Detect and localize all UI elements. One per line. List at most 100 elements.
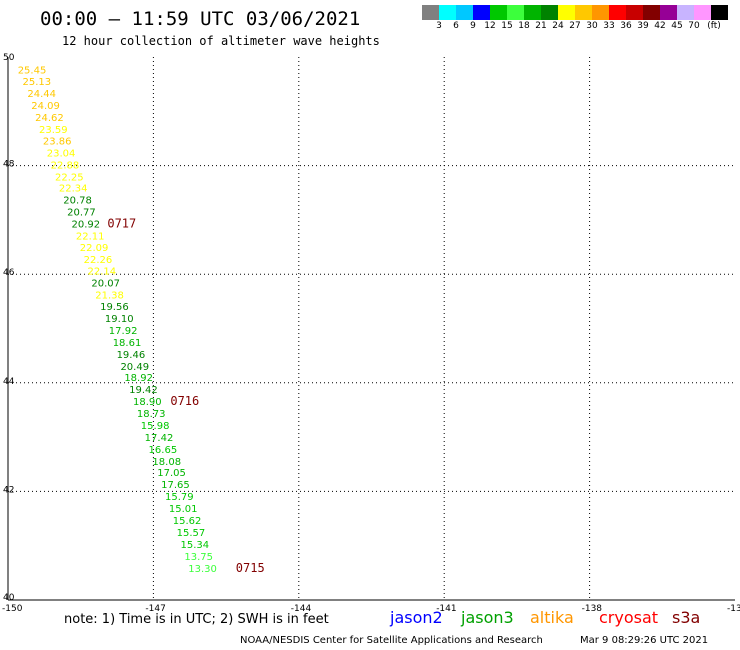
wave-height-label: 15.57 <box>177 528 206 539</box>
legend-label: 3 <box>436 21 442 31</box>
lat-tick-label: 46 <box>3 268 15 278</box>
satellite-name: jason3 <box>461 608 514 627</box>
legend-swatch <box>694 5 711 20</box>
wave-height-label: 18.92 <box>124 373 153 384</box>
wave-height-label: 22.88 <box>51 160 80 171</box>
legend-swatch <box>490 5 507 20</box>
time-marker: 0716 <box>170 394 199 408</box>
wave-height-label: 22.11 <box>76 231 105 242</box>
wave-height-label: 15.01 <box>169 504 198 515</box>
satellite-name: s3a <box>672 608 701 627</box>
legend-label: 30 <box>586 21 598 31</box>
legend-label: 21 <box>535 21 547 31</box>
wave-height-label: 20.49 <box>120 362 149 373</box>
wave-height-label: 20.07 <box>91 279 120 290</box>
legend-swatch <box>507 5 524 20</box>
satellite-name: altika <box>530 608 574 627</box>
wave-height-label: 18.08 <box>152 457 181 468</box>
lon-tick-label: -150 <box>2 604 23 614</box>
legend-label: 9 <box>470 21 476 31</box>
wave-height-label: 17.42 <box>145 433 174 444</box>
legend-label: 6 <box>453 21 459 31</box>
lon-tick-label: -147 <box>145 604 165 614</box>
wave-height-label: 15.62 <box>173 516 202 527</box>
wave-height-label: 24.09 <box>31 101 60 112</box>
wave-height-label: 25.13 <box>23 77 52 88</box>
color-legend-labels: 3 6 9 12 15 18 21 24 27 30 33 36 39 42 45 70 (ft) <box>422 21 740 35</box>
wave-height-label: 21.38 <box>95 291 124 302</box>
legend-label: 70 <box>688 21 700 31</box>
wave-height-label: 19.42 <box>129 385 158 396</box>
wave-height-label: 17.65 <box>161 480 190 491</box>
legend-label: 36 <box>620 21 632 31</box>
legend-swatch <box>592 5 609 20</box>
satellite-name: jason2 <box>390 608 443 627</box>
legend-swatch <box>473 5 490 20</box>
legend-label: 12 <box>484 21 496 31</box>
legend-label: 27 <box>569 21 581 31</box>
wave-height-label: 15.79 <box>165 492 194 503</box>
wave-height-label: 18.61 <box>113 338 142 349</box>
lat-tick-label: 44 <box>3 377 15 387</box>
wave-height-label: 22.26 <box>84 255 113 266</box>
legend-swatch <box>558 5 575 20</box>
legend-label: 42 <box>654 21 666 31</box>
legend-label: (ft) <box>707 21 721 31</box>
legend-label: 45 <box>671 21 683 31</box>
legend-swatch <box>711 5 728 20</box>
legend-swatch <box>422 5 439 20</box>
wave-height-label: 18.90 <box>133 397 162 408</box>
legend-swatch <box>660 5 677 20</box>
legend-swatch <box>609 5 626 20</box>
footer-credit: NOAA/NESDIS Center for Satellite Applica… <box>240 635 543 646</box>
lat-tick-label: 50 <box>3 53 15 63</box>
lon-tick-label: -13 <box>727 604 740 614</box>
wave-height-label: 22.34 <box>59 184 88 195</box>
legend-swatch <box>524 5 541 20</box>
wave-height-label: 24.44 <box>27 89 56 100</box>
wave-height-label: 13.30 <box>188 564 217 575</box>
wave-height-label: 15.98 <box>141 421 170 432</box>
color-legend <box>422 5 728 20</box>
lon-tick-label: -144 <box>291 604 312 614</box>
legend-swatch <box>677 5 694 20</box>
wave-height-label: 20.92 <box>71 220 100 231</box>
legend-label: 33 <box>603 21 615 31</box>
footer-timestamp: Mar 9 08:29:26 UTC 2021 <box>580 635 709 646</box>
wave-height-label: 17.05 <box>157 468 186 479</box>
legend-swatch <box>643 5 660 20</box>
wave-height-label: 22.25 <box>55 172 84 183</box>
legend-swatch <box>575 5 592 20</box>
legend-swatch <box>626 5 643 20</box>
wave-height-label: 22.14 <box>87 267 116 278</box>
legend-label: 39 <box>637 21 649 31</box>
lat-tick-label: 40 <box>3 593 15 603</box>
wave-height-label: 17.92 <box>109 326 138 337</box>
legend-swatch <box>456 5 473 20</box>
time-marker: 0715 <box>236 561 265 575</box>
lat-tick-label: 48 <box>3 160 15 170</box>
wave-height-label: 13.75 <box>184 552 213 563</box>
lon-tick-label: -138 <box>582 604 603 614</box>
legend-label: 18 <box>518 21 530 31</box>
wave-height-label: 23.04 <box>47 148 76 159</box>
lat-tick-label: 42 <box>3 485 14 495</box>
wave-height-label: 19.56 <box>100 302 129 313</box>
page-title: 00:00 – 11:59 UTC 03/06/2021 <box>40 8 361 30</box>
legend-swatch <box>541 5 558 20</box>
wave-height-label: 15.34 <box>181 540 210 551</box>
wave-height-label: 23.86 <box>43 136 72 147</box>
wave-height-label: 23.59 <box>39 125 68 136</box>
wave-height-label: 25.45 <box>18 65 47 76</box>
wave-height-label: 19.46 <box>117 350 146 361</box>
legend-label: 15 <box>501 21 513 31</box>
note-text: note: 1) Time is in UTC; 2) SWH is in fe… <box>64 612 329 627</box>
satellite-name: cryosat <box>599 608 659 627</box>
wave-height-label: 20.77 <box>67 208 96 219</box>
wave-height-label: 19.10 <box>105 314 134 325</box>
time-marker: 0717 <box>107 217 136 231</box>
legend-swatch <box>439 5 456 20</box>
wave-height-label: 22.09 <box>80 243 109 254</box>
legend-label: 24 <box>552 21 564 31</box>
